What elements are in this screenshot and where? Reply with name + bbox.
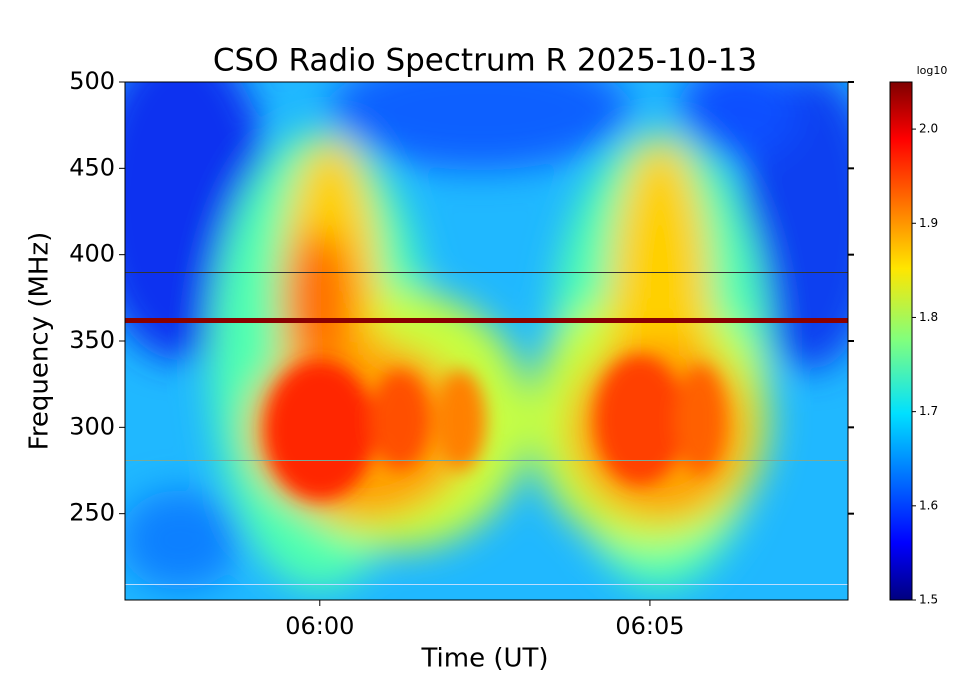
colorbar-tick-label: 1.5: [919, 593, 938, 607]
colorbar-tick-label: 1.7: [919, 404, 938, 418]
y-tick-label: 350: [69, 326, 115, 354]
spectrogram-image: [125, 82, 848, 600]
chart-title: CSO Radio Spectrum R 2025-10-13: [213, 43, 757, 79]
x-tick-label: 06:00: [285, 612, 354, 640]
colorbar-tick-label: 1.8: [919, 310, 938, 324]
x-tick-label: 06:05: [615, 612, 684, 640]
colorbar-tick-label: 1.6: [919, 498, 938, 512]
colorbar-label: log10: [917, 64, 948, 77]
y-tick-label: 250: [69, 499, 115, 527]
y-tick-label: 450: [69, 153, 115, 181]
y-tick-label: 400: [69, 240, 115, 268]
colorbar-tick-label: 2.0: [919, 122, 938, 136]
x-axis-label: Time (UT): [420, 644, 548, 674]
y-axis-label: Frequency (MHz): [25, 232, 55, 451]
colorbar-tick-label: 1.9: [919, 216, 938, 230]
y-tick-label: 500: [69, 67, 115, 95]
colorbar: [889, 81, 913, 601]
y-tick-label: 300: [69, 412, 115, 440]
